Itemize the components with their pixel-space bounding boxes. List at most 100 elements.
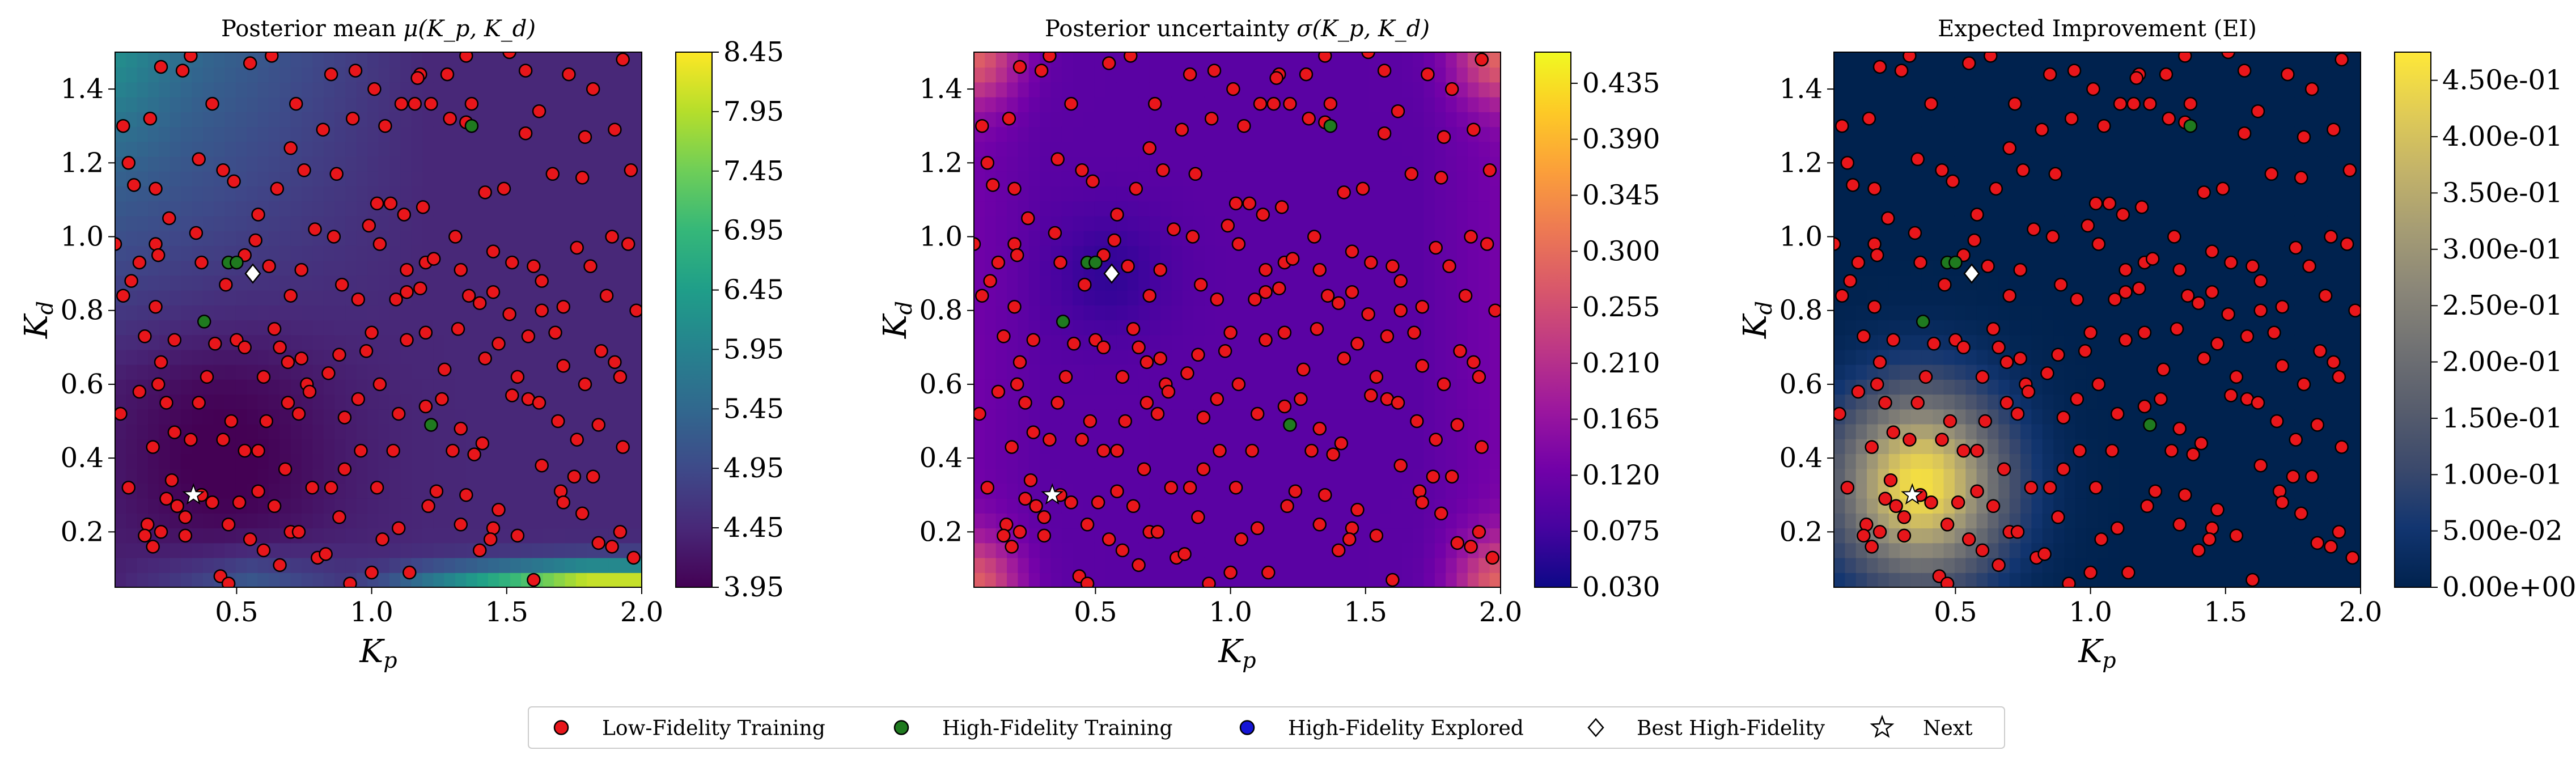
heatmap-cell [1976,320,1988,336]
heatmap-cell [1171,260,1183,276]
heatmap-cell [1204,304,1216,320]
heatmap-cell [598,201,609,217]
heatmap-cell [1456,379,1468,395]
heatmap-cell [608,483,621,499]
low-fidelity-point [1064,96,1078,111]
heatmap-cell [521,468,533,484]
heatmap-cell [565,528,577,544]
low-fidelity-point [1253,96,1268,111]
heatmap-cell [1888,201,1901,217]
low-fidelity-point [1228,196,1243,211]
heatmap-cell [521,304,533,320]
heatmap-cell [630,468,642,484]
heatmap-cell [1073,557,1084,573]
heatmap-cell [1204,126,1216,142]
heatmap-cell [115,379,127,395]
heatmap-cell [302,304,313,320]
heatmap-cell [587,245,599,261]
heatmap-cell [1401,126,1414,142]
heatmap-cell [356,528,368,544]
heatmap-cell [1976,557,1988,573]
heatmap-cell [620,423,632,439]
heatmap-cell [630,572,642,587]
heatmap-cell [2119,126,2131,142]
heatmap-cell [1423,542,1435,558]
heatmap-cell [2009,498,2022,514]
low-fidelity-point [1312,421,1327,436]
heatmap-cell [1878,542,1889,558]
heatmap-cell [1921,290,1934,306]
heatmap-cell [532,230,544,246]
heatmap-cell [1248,171,1260,186]
heatmap-cell [1489,394,1501,410]
heatmap-cell [1073,304,1084,320]
heatmap-cell [1160,126,1172,142]
heatmap-cell [181,320,193,336]
heatmap-cell [1028,201,1041,217]
heatmap-cell [1018,111,1029,128]
heatmap-cell [1028,156,1041,172]
heatmap-cell [1061,512,1074,529]
heatmap-cell [598,275,609,291]
heatmap-cell [1128,275,1139,291]
heatmap-cell [554,572,566,587]
heatmap-cell [1954,320,1967,336]
heatmap-cell [411,438,423,454]
low-fidelity-point [154,525,168,539]
heatmap-cell [995,96,1008,112]
heatmap-cell [995,423,1008,439]
heatmap-cell [1888,304,1901,320]
heatmap-cell [1456,468,1468,484]
heatmap-cell [1910,528,1922,544]
low-fidelity-point [1312,518,1327,532]
heatmap-cell [1391,528,1403,544]
heatmap-cell [1259,141,1271,157]
heatmap-cell [1007,483,1019,499]
y-tick-label: 0.6 [920,368,963,400]
heatmap-cell [1215,572,1227,587]
heatmap-cell [1292,557,1304,573]
heatmap-cell [1954,409,1967,425]
heatmap-cell [1878,453,1889,469]
heatmap-cell [2119,364,2131,380]
low-fidelity-point [219,277,233,292]
heatmap-cell [192,67,204,83]
heatmap-cell [1336,245,1348,261]
heatmap-cell [1248,245,1260,261]
low-fidelity-point [291,525,306,539]
heatmap-cell [2097,215,2109,231]
heatmap-cell [170,186,182,202]
heatmap-cell [2119,379,2131,395]
low-fidelity-point [1391,104,1405,118]
heatmap-cell [1921,394,1934,410]
heatmap-cell [2031,409,2043,425]
heatmap-cell [521,245,533,261]
next-marker [182,483,205,505]
low-fidelity-point [164,473,179,488]
heatmap-cell [995,82,1008,98]
heatmap-cell [1128,215,1139,231]
heatmap-cell [279,126,291,142]
heatmap-cell [1965,423,1977,439]
low-fidelity-point [626,550,641,565]
heatmap-cell [1248,542,1260,558]
heatmap-cell [214,542,226,558]
heatmap-cell [137,67,149,83]
low-fidelity-point [146,440,160,454]
heatmap-cell [214,557,226,573]
low-fidelity-point [1361,52,1375,60]
low-fidelity-point [151,377,166,392]
heatmap-cell [1116,320,1128,336]
heatmap-cell [532,201,544,217]
heatmap-cell [1921,126,1934,142]
heatmap-cell [1160,141,1172,157]
heatmap-cell [1050,349,1062,365]
heatmap-cell [532,52,544,68]
heatmap-cell [1900,453,1912,469]
heatmap-cell [1368,498,1381,514]
heatmap-cell [1116,334,1128,350]
heatmap-cell [1204,260,1216,276]
heatmap-cell [1171,171,1183,186]
heatmap-cell [224,542,236,558]
low-fidelity-point [502,307,516,321]
